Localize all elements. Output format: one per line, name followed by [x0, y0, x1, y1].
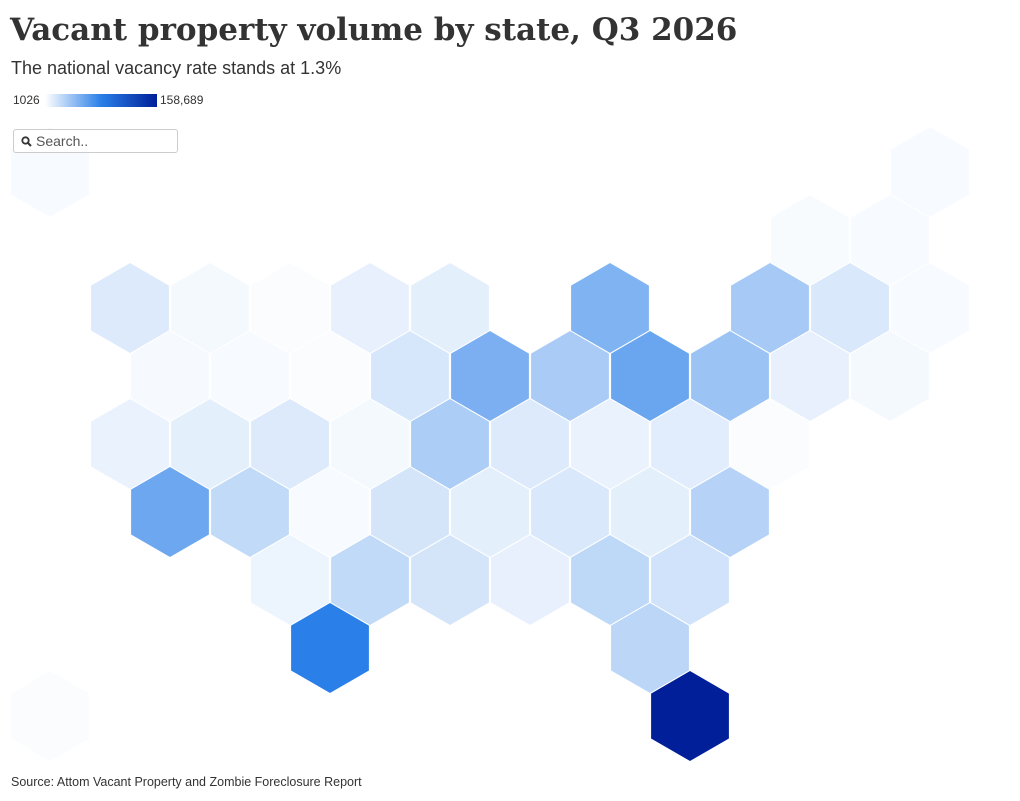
state-hex	[810, 261, 890, 355]
state-hex	[730, 397, 810, 491]
state-hex	[530, 329, 610, 423]
state-hex	[650, 533, 730, 627]
state-hex	[690, 465, 770, 559]
state-hex	[490, 397, 570, 491]
state-hex	[450, 465, 530, 559]
state-hex	[650, 397, 730, 491]
state-hex	[450, 329, 530, 423]
state-hex	[370, 329, 450, 423]
state-hex	[930, 465, 1010, 559]
state-hex	[410, 533, 490, 627]
legend-min-label: 1026	[13, 93, 40, 107]
state-hex	[330, 261, 410, 355]
state-hex	[890, 261, 970, 355]
state-hex	[850, 193, 930, 287]
state-hex	[370, 465, 450, 559]
state-hex	[290, 329, 370, 423]
state-hex	[330, 397, 410, 491]
search-box[interactable]	[13, 129, 178, 153]
state-hex	[130, 329, 210, 423]
state-hex	[250, 397, 330, 491]
chart-title: Vacant property volume by state, Q3 2026	[9, 12, 737, 48]
state-hex	[610, 329, 690, 423]
state-hex	[690, 329, 770, 423]
search-icon	[21, 136, 32, 147]
state-hex	[570, 397, 650, 491]
state-hex	[10, 669, 90, 763]
state-hex	[290, 465, 370, 559]
legend-max-label: 158,689	[160, 93, 204, 107]
state-hex	[410, 397, 490, 491]
hex-map	[10, 125, 1010, 763]
state-hex	[90, 261, 170, 355]
state-hex	[650, 669, 730, 763]
state-hex	[250, 533, 330, 627]
state-hex	[250, 261, 330, 355]
source-note: Source: Attom Vacant Property and Zombie…	[11, 775, 362, 789]
state-hex	[730, 261, 810, 355]
state-hex	[90, 397, 170, 491]
state-hex	[530, 465, 610, 559]
state-hex	[570, 261, 650, 355]
state-hex	[570, 533, 650, 627]
state-hex	[890, 125, 970, 219]
state-hex	[330, 533, 410, 627]
state-hex	[410, 261, 490, 355]
state-hex	[130, 465, 210, 559]
chart-subtitle: The national vacancy rate stands at 1.3%	[11, 58, 341, 78]
state-hex	[210, 329, 290, 423]
state-hex	[490, 533, 570, 627]
state-hex	[290, 601, 370, 695]
state-hex	[170, 261, 250, 355]
legend-gradient	[45, 94, 157, 107]
state-hex	[610, 465, 690, 559]
search-input[interactable]	[36, 132, 171, 150]
state-hex	[850, 329, 930, 423]
state-hex	[170, 397, 250, 491]
state-hex	[770, 193, 850, 287]
state-hex	[210, 465, 290, 559]
state-hex	[610, 601, 690, 695]
state-hex	[770, 329, 850, 423]
